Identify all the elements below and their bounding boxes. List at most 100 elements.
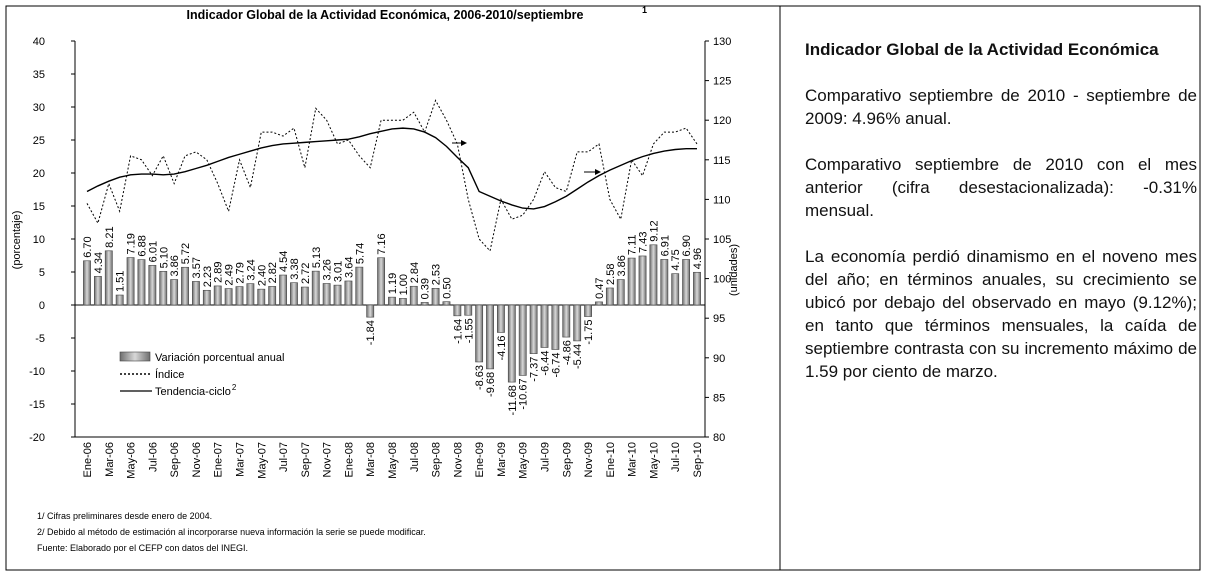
- bar: [213, 285, 222, 306]
- y-tick-label: -10: [29, 366, 45, 378]
- bar-label: 3.86: [169, 255, 181, 276]
- bar-label: 3.24: [245, 259, 257, 280]
- bar: [202, 289, 211, 306]
- x-tick-label: Nov-07: [322, 442, 334, 477]
- y-tick-label: -5: [35, 333, 45, 345]
- x-tick-label: Sep-06: [169, 442, 181, 477]
- bar-label: 0.47: [594, 277, 606, 298]
- y-tick-label: 0: [39, 300, 45, 312]
- footnote: 2/ Debido al método de estimación al inc…: [37, 527, 426, 537]
- bar-label: 2.23: [202, 266, 214, 287]
- bar-label: 5.74: [354, 243, 366, 264]
- bar: [475, 304, 484, 363]
- bar: [257, 288, 266, 306]
- side-paragraph: Comparativo septiembre de 2010 - septiem…: [805, 86, 1197, 128]
- bar: [388, 296, 396, 306]
- bar: [562, 304, 571, 338]
- y-tick-label: -20: [29, 432, 45, 444]
- bar: [605, 287, 614, 306]
- bar: [671, 273, 680, 306]
- bar: [93, 276, 102, 306]
- bar: [224, 288, 233, 306]
- y2-tick-label: 85: [713, 392, 725, 404]
- x-tick-label: Mar-10: [627, 442, 639, 477]
- side-paragraph: Comparativo septiembre de 2010 con el me…: [805, 155, 1197, 220]
- bar-label: 6.01: [147, 241, 159, 262]
- bar: [529, 304, 538, 354]
- x-tick-label: Sep-07: [300, 442, 312, 477]
- bar-label: 0.50: [441, 277, 453, 298]
- footnote: 1/ Cifras preliminares desde enero de 20…: [37, 511, 212, 521]
- y-tick-label: 15: [33, 201, 45, 213]
- x-tick-label: Nov-08: [452, 442, 464, 477]
- bar: [192, 281, 200, 306]
- x-tick-label: Mar-08: [365, 442, 377, 477]
- bar: [409, 285, 418, 306]
- y-tick-label: 40: [33, 36, 45, 48]
- bar: [148, 265, 157, 306]
- x-tick-label: Mar-09: [496, 442, 508, 477]
- bar: [137, 259, 146, 306]
- x-tick-label: Jul-09: [540, 442, 552, 472]
- bar-label: -1.75: [583, 320, 595, 345]
- y-tick-label: 10: [33, 234, 45, 246]
- y2-tick-label: 80: [713, 432, 725, 444]
- y-axis-label: (porcentaje): [11, 211, 23, 270]
- x-tick-label: Ene-08: [343, 442, 355, 477]
- bar: [159, 271, 168, 306]
- bar-label: 2.58: [605, 264, 617, 285]
- line: [86, 127, 697, 210]
- legend-label: Índice: [155, 368, 184, 381]
- bar-label: 2.79: [235, 262, 247, 283]
- bar-label: 8.21: [104, 226, 116, 247]
- y2-tick-label: 100: [713, 274, 731, 286]
- line: [86, 99, 698, 252]
- bar: [551, 304, 560, 350]
- x-tick-label: Jul-08: [409, 442, 421, 472]
- bar: [507, 304, 516, 383]
- bar-label: 4.96: [692, 248, 704, 269]
- bar-label: -6.74: [550, 352, 562, 377]
- x-tick-label: May-08: [387, 442, 399, 479]
- bar-label: 7.11: [627, 234, 639, 255]
- bar: [235, 286, 244, 306]
- y2-tick-label: 110: [713, 194, 731, 206]
- bar: [104, 250, 113, 306]
- y-tick-label: -15: [29, 399, 45, 411]
- bar: [126, 257, 135, 306]
- bar: [290, 282, 298, 306]
- bar: [486, 304, 494, 370]
- bar: [344, 280, 353, 306]
- bar: [682, 259, 691, 306]
- bar-label: 2.89: [213, 262, 225, 283]
- bar-label: 5.10: [158, 247, 170, 268]
- y-tick-label: 30: [33, 102, 45, 114]
- y-tick-label: 25: [33, 135, 45, 147]
- bar-label: 9.12: [648, 220, 660, 241]
- x-tick-label: Ene-09: [474, 442, 486, 477]
- legend-swatch: [119, 351, 151, 362]
- x-tick-label: May-07: [256, 442, 268, 479]
- bar: [497, 304, 505, 333]
- x-tick-label: Mar-06: [104, 442, 116, 477]
- bar-label: 5.13: [311, 247, 323, 268]
- x-tick-label: Sep-08: [431, 442, 443, 477]
- bar-label: 4.54: [278, 251, 290, 272]
- side-panel: Indicador Global de la Actividad Económi…: [805, 38, 1197, 406]
- bar-label: 2.72: [300, 263, 312, 284]
- bar: [366, 304, 375, 318]
- y-tick-label: 35: [33, 69, 45, 81]
- bar: [627, 257, 636, 306]
- bar: [311, 270, 320, 306]
- title-note: 1: [642, 5, 647, 15]
- bar-label: 3.26: [322, 259, 334, 280]
- bar-label: 3.64: [343, 257, 355, 278]
- y2-tick-label: 125: [713, 76, 731, 88]
- bar: [464, 304, 473, 316]
- x-tick-label: Nov-09: [583, 442, 595, 477]
- bar-label: 7.16: [376, 233, 388, 254]
- bar-label: 3.86: [616, 255, 628, 276]
- bar: [442, 301, 451, 306]
